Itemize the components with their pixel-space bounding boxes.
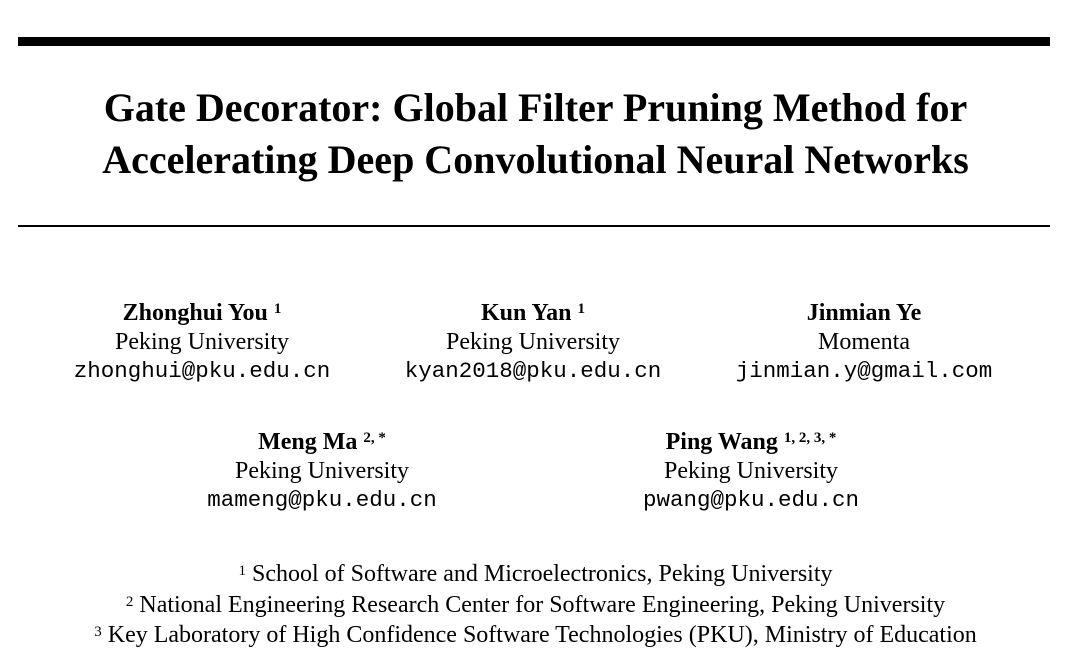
author-name: Jinmian Ye xyxy=(806,300,922,326)
author-affiliation: Peking University xyxy=(446,329,620,355)
author-email: kyan2018@pku.edu.cn xyxy=(404,358,662,384)
author-affiliation: Peking University xyxy=(664,458,838,484)
author-affiliation: Peking University xyxy=(235,458,409,484)
author-block: Kun Yan 1 Peking University kyan2018@pku… xyxy=(353,299,713,386)
author-name: Meng Ma xyxy=(258,429,358,455)
author-name: Zhonghui You xyxy=(122,300,268,326)
author-affiliation: Peking University xyxy=(115,329,289,355)
author-affil-mark: 1, 2, 3, * xyxy=(783,430,837,446)
author-block: Jinmian Ye Momenta jinmian.y@gmail.com xyxy=(684,299,1044,386)
author-email: mameng@pku.edu.cn xyxy=(207,487,437,513)
title-line-2: Accelerating Deep Convolutional Neural N… xyxy=(102,137,969,182)
footnote: 3 Key Laboratory of High Confidence Soft… xyxy=(94,622,977,648)
author-affiliation: Momenta xyxy=(818,329,910,355)
author-block: Ping Wang 1, 2, 3, * Peking University p… xyxy=(571,428,931,515)
author-block: Zhonghui You 1 Peking University zhonghu… xyxy=(22,299,382,386)
title-line-1: Gate Decorator: Global Filter Pruning Me… xyxy=(103,85,968,130)
author-email: zhonghui@pku.edu.cn xyxy=(73,358,331,384)
affiliation-footnotes: 1 School of Software and Microelectronic… xyxy=(0,559,1071,651)
author-name: Kun Yan xyxy=(481,300,572,326)
author-block: Meng Ma 2, * Peking University mameng@pk… xyxy=(142,428,502,515)
footnote: 2 National Engineering Research Center f… xyxy=(125,591,946,618)
author-email: pwang@pku.edu.cn xyxy=(642,487,860,513)
footnote: 1 School of Software and Microelectronic… xyxy=(238,561,833,587)
paper-title: Gate Decorator: Global Filter Pruning Me… xyxy=(0,82,1071,186)
author-name: Ping Wang xyxy=(665,429,778,455)
author-affil-mark: 2, * xyxy=(363,430,386,446)
author-affil-mark: 1 xyxy=(273,301,282,317)
top-rule xyxy=(18,37,1050,46)
title-rule xyxy=(18,225,1050,227)
author-affil-mark: 1 xyxy=(577,301,586,317)
author-email: jinmian.y@gmail.com xyxy=(735,358,993,384)
